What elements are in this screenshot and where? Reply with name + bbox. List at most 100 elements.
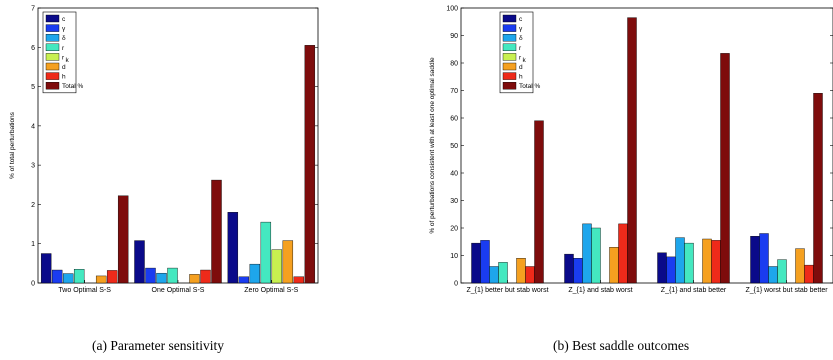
legend-label: γ [519, 26, 523, 33]
bar-zero-optimal-s-s- [238, 276, 250, 284]
bar-z-1-worst-but-stab-better-c [750, 236, 760, 284]
bar-one-optimal-s-s-r [167, 267, 178, 284]
bar-z-1-better-but-stab-worst-c [471, 242, 481, 284]
y-tick-label: 70 [450, 88, 458, 95]
y-tick-label: 80 [450, 61, 458, 68]
legend-swatch [45, 24, 60, 32]
legend-label: δ [519, 35, 523, 42]
bar-z-1-and-stab-worst- [582, 223, 592, 284]
legend-label-subscript: k [66, 57, 70, 64]
legend-label: c [62, 16, 66, 23]
y-tick-label: 6 [31, 45, 35, 52]
bar-z-1-and-stab-better-c [657, 252, 667, 284]
x-tick-label: Zero Optimal S-S [244, 287, 298, 294]
legend-item-d: d [45, 62, 66, 71]
legend-label: h [519, 74, 523, 81]
bar-one-optimal-s-s-total [211, 179, 222, 284]
legend-swatch [45, 43, 60, 51]
y-tick-label: 3 [31, 163, 35, 170]
bar-z-1-worst-but-stab-better-r [777, 259, 787, 284]
bar-zero-optimal-s-s- [249, 263, 261, 284]
bar-z-1-and-stab-better-h [711, 240, 721, 284]
legend-label: r [519, 45, 522, 52]
legend-swatch [45, 14, 60, 23]
legend-item-r: r [502, 43, 522, 52]
y-axis-label: % of total perturbations [9, 111, 16, 179]
chart-best-saddle-outcomes: 0 10 20 30 40 50 60 70 80 90 100 % of perturbations… [429, 6, 833, 294]
legend-swatch [502, 43, 517, 51]
bar-two-optimal-s-s-c [40, 253, 52, 284]
bar-z-1-worst-but-stab-better- [768, 266, 778, 284]
x-tick-label: Z_{1} and stab better [661, 287, 727, 294]
x-tick-label: Z_{1} and stab worst [568, 287, 632, 294]
legend-label: c [519, 16, 523, 23]
legend-swatch [45, 72, 60, 80]
bar-z-1-better-but-stab-worst-d [516, 258, 526, 284]
bar-one-optimal-s-s-h [200, 269, 211, 284]
plot-area [37, 7, 319, 284]
y-tick-label: 0 [31, 281, 35, 288]
y-tick-label: 7 [31, 6, 35, 13]
bar-zero-optimal-s-s-d [282, 240, 294, 284]
bar-two-optimal-s-s-d [95, 275, 107, 284]
x-tick-label: Two Optimal S-S [58, 287, 111, 294]
bar-zero-optimal-s-s-r [260, 221, 272, 284]
bar-z-1-better-but-stab-worst-h [525, 266, 535, 284]
x-tick-label: Z_{1} better but stab worst [466, 287, 548, 294]
caption-best-saddle-outcomes: (b) Best saddle outcomes [553, 338, 689, 353]
legend-swatch [502, 72, 517, 80]
bar-z-1-and-stab-better- [675, 237, 685, 284]
bar-z-1-and-stab-worst-h [618, 223, 628, 284]
legend-label: d [519, 64, 523, 71]
x-tick-label: Z_{1} worst but stab better [745, 287, 828, 294]
bar-zero-optimal-s-s-rk [271, 249, 283, 284]
bar-zero-optimal-s-s-h [293, 276, 305, 284]
y-tick-label: 10 [450, 253, 458, 260]
bar-z-1-and-stab-worst-total [627, 17, 637, 284]
legend-swatch [502, 24, 517, 32]
legend-item-total: Total % [502, 81, 541, 90]
y-tick-label: 4 [31, 123, 35, 130]
legend-label: δ [62, 35, 66, 42]
y-tick-label: 20 [450, 226, 458, 233]
bar-zero-optimal-s-s-c [227, 212, 239, 284]
legend-item-h: h [45, 72, 66, 81]
bar-z-1-better-but-stab-worst-r [498, 262, 508, 284]
x-tick-label: One Optimal S-S [152, 287, 205, 294]
legend-swatch [502, 62, 517, 71]
legend-box [42, 11, 77, 94]
legend-label: Total % [62, 83, 84, 90]
legend-label: h [62, 74, 66, 81]
legend-label-subscript: k [523, 57, 527, 64]
bar-z-1-and-stab-worst-r [591, 227, 601, 284]
bar-one-optimal-s-s- [145, 267, 156, 284]
legend-label: r [519, 54, 522, 61]
bar-z-1-worst-but-stab-better-d [795, 248, 805, 284]
bar-one-optimal-s-s- [156, 272, 167, 284]
legend-item-c: c [45, 14, 66, 23]
bar-one-optimal-s-s-d [189, 274, 200, 284]
y-tick-label: 90 [450, 33, 458, 40]
legend-swatch [45, 62, 60, 71]
bar-z-1-better-but-stab-worst-total [534, 120, 544, 284]
legend-swatch [502, 14, 517, 23]
legend-item-gamma: γ [45, 24, 66, 33]
legend-swatch [502, 81, 517, 90]
chart-parameter-sensitivity: 0 1 2 3 4 5 6 7 % of total perturbations Two Opti… [9, 6, 319, 294]
bar-z-1-and-stab-worst- [573, 258, 583, 284]
y-tick-label: 5 [31, 84, 35, 91]
legend-item-total: Total % [45, 81, 84, 90]
legend-swatch [45, 53, 60, 61]
bar-z-1-better-but-stab-worst- [489, 266, 499, 284]
y-tick-label: 50 [450, 143, 458, 150]
bar-two-optimal-s-s-total [117, 195, 129, 284]
bar-two-optimal-s-s-r [73, 269, 85, 284]
bar-zero-optimal-s-s-total [304, 45, 316, 284]
y-tick-label: 60 [450, 116, 458, 123]
y-tick-label: 100 [446, 6, 458, 13]
caption-parameter-sensitivity: (a) Parameter sensitivity [92, 338, 224, 353]
y-tick-label: 40 [450, 171, 458, 178]
